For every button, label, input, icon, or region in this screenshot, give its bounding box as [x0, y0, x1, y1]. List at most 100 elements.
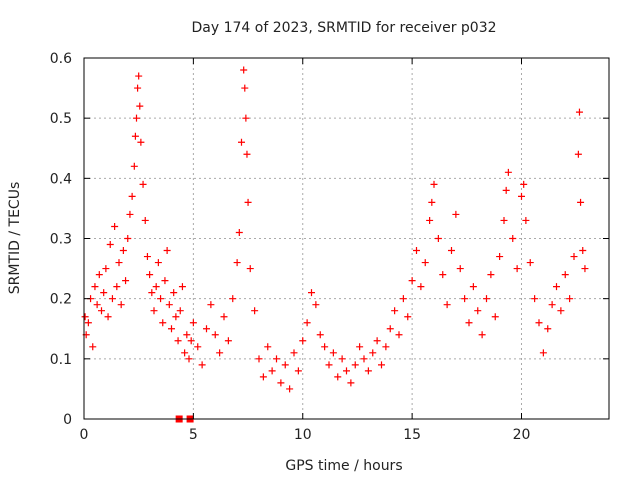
data-point	[148, 289, 156, 297]
data-point	[417, 283, 425, 291]
data-point	[439, 271, 447, 279]
data-point	[220, 313, 228, 321]
data-point	[126, 210, 134, 218]
x-tick-label: 20	[513, 427, 531, 443]
data-point	[93, 301, 101, 309]
data-point	[395, 331, 403, 339]
data-point	[575, 108, 583, 116]
data-point	[347, 379, 355, 387]
chart-title: Day 174 of 2023, SRMTID for receiver p03…	[191, 20, 496, 36]
data-point	[531, 295, 539, 303]
y-tick-label: 0.1	[50, 352, 72, 368]
data-point	[224, 337, 232, 345]
data-point	[176, 307, 184, 315]
data-point	[117, 301, 125, 309]
data-point	[334, 373, 342, 381]
data-point	[124, 235, 132, 242]
data-point	[198, 361, 206, 369]
data-point	[281, 361, 289, 369]
data-point	[242, 114, 250, 122]
data-point	[522, 216, 530, 224]
data-point	[136, 102, 144, 110]
data-point	[338, 355, 346, 363]
data-point	[194, 343, 202, 351]
data-point	[408, 277, 416, 285]
data-point	[483, 295, 490, 303]
data-point	[526, 259, 534, 267]
axis-ticks: 0 5 10 15 20 0 0.1 0.2 0.3 0.4 0.5 0.6	[50, 51, 609, 443]
y-tick-label: 0.5	[50, 111, 72, 127]
data-point	[128, 192, 136, 200]
data-point	[404, 313, 412, 321]
data-point	[308, 289, 315, 297]
data-point	[303, 319, 311, 327]
data-point	[233, 259, 241, 267]
data-point	[456, 265, 464, 273]
data-point	[95, 271, 103, 279]
y-axis-label: SRMTID / TECUs	[7, 182, 23, 295]
data-point	[570, 253, 578, 261]
data-point	[207, 301, 215, 309]
data-point	[170, 289, 178, 297]
data-point	[113, 283, 121, 291]
data-point	[378, 361, 385, 369]
data-point	[548, 301, 556, 309]
data-point	[566, 295, 574, 303]
data-point	[579, 247, 587, 255]
data-point	[434, 235, 442, 242]
data-point	[500, 216, 508, 224]
data-point	[496, 253, 504, 261]
data-point	[115, 259, 123, 267]
data-point	[133, 114, 140, 122]
data-point	[168, 325, 175, 333]
data-point	[104, 313, 112, 321]
data-point	[81, 313, 89, 321]
data-point	[277, 379, 285, 387]
data-point	[290, 349, 298, 357]
data-point	[111, 222, 119, 230]
data-point	[369, 349, 377, 357]
y-tick-label: 0	[63, 412, 72, 428]
data-point	[428, 198, 436, 206]
x-tick-label: 0	[80, 427, 89, 443]
data-point	[561, 271, 569, 279]
data-point	[343, 367, 350, 375]
data-point	[150, 307, 158, 315]
x-tick-label: 5	[189, 427, 198, 443]
data-point	[316, 331, 324, 339]
data-point	[391, 307, 399, 315]
data-point	[299, 337, 307, 345]
data-point	[159, 319, 167, 327]
data-point	[244, 198, 252, 206]
data-point	[351, 361, 359, 369]
data-point	[356, 343, 364, 351]
data-point	[154, 259, 162, 267]
data-point	[448, 247, 455, 255]
grid-lines	[84, 58, 609, 419]
data-point	[268, 367, 276, 375]
data-point	[98, 307, 105, 315]
data-point	[139, 180, 147, 188]
data-point	[172, 313, 180, 321]
data-point	[487, 271, 495, 279]
data-point	[452, 210, 460, 218]
data-point	[513, 265, 521, 273]
data-point	[119, 247, 127, 255]
data-point	[465, 319, 473, 327]
data-point	[131, 132, 139, 140]
data-point	[382, 343, 390, 351]
y-tick-label: 0.4	[50, 171, 72, 187]
data-point	[189, 319, 197, 327]
data-point	[165, 301, 173, 309]
data-point	[134, 84, 142, 92]
data-point	[108, 295, 116, 303]
data-point	[235, 228, 243, 236]
data-point	[240, 66, 248, 74]
data-point	[504, 168, 512, 176]
data-point	[161, 277, 169, 285]
y-tick-label: 0.6	[50, 51, 72, 67]
data-point	[246, 265, 254, 273]
data-point	[502, 186, 510, 194]
